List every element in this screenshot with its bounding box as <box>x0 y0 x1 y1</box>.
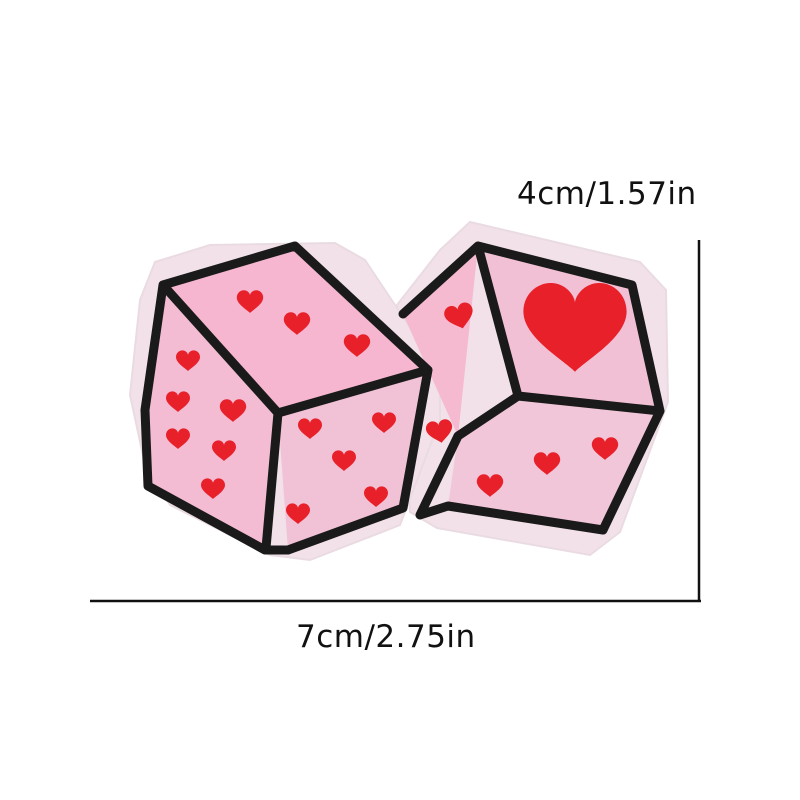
height-dimension-label: 4cm/1.57in <box>517 176 697 212</box>
left-die-left-face <box>145 285 278 550</box>
right-die-outline <box>398 241 665 535</box>
left-die <box>140 241 433 555</box>
width-dimension-label: 7cm/2.75in <box>296 619 476 655</box>
left-die-outline <box>140 241 433 555</box>
right-die <box>398 241 665 535</box>
right-die-top-face <box>403 246 478 436</box>
